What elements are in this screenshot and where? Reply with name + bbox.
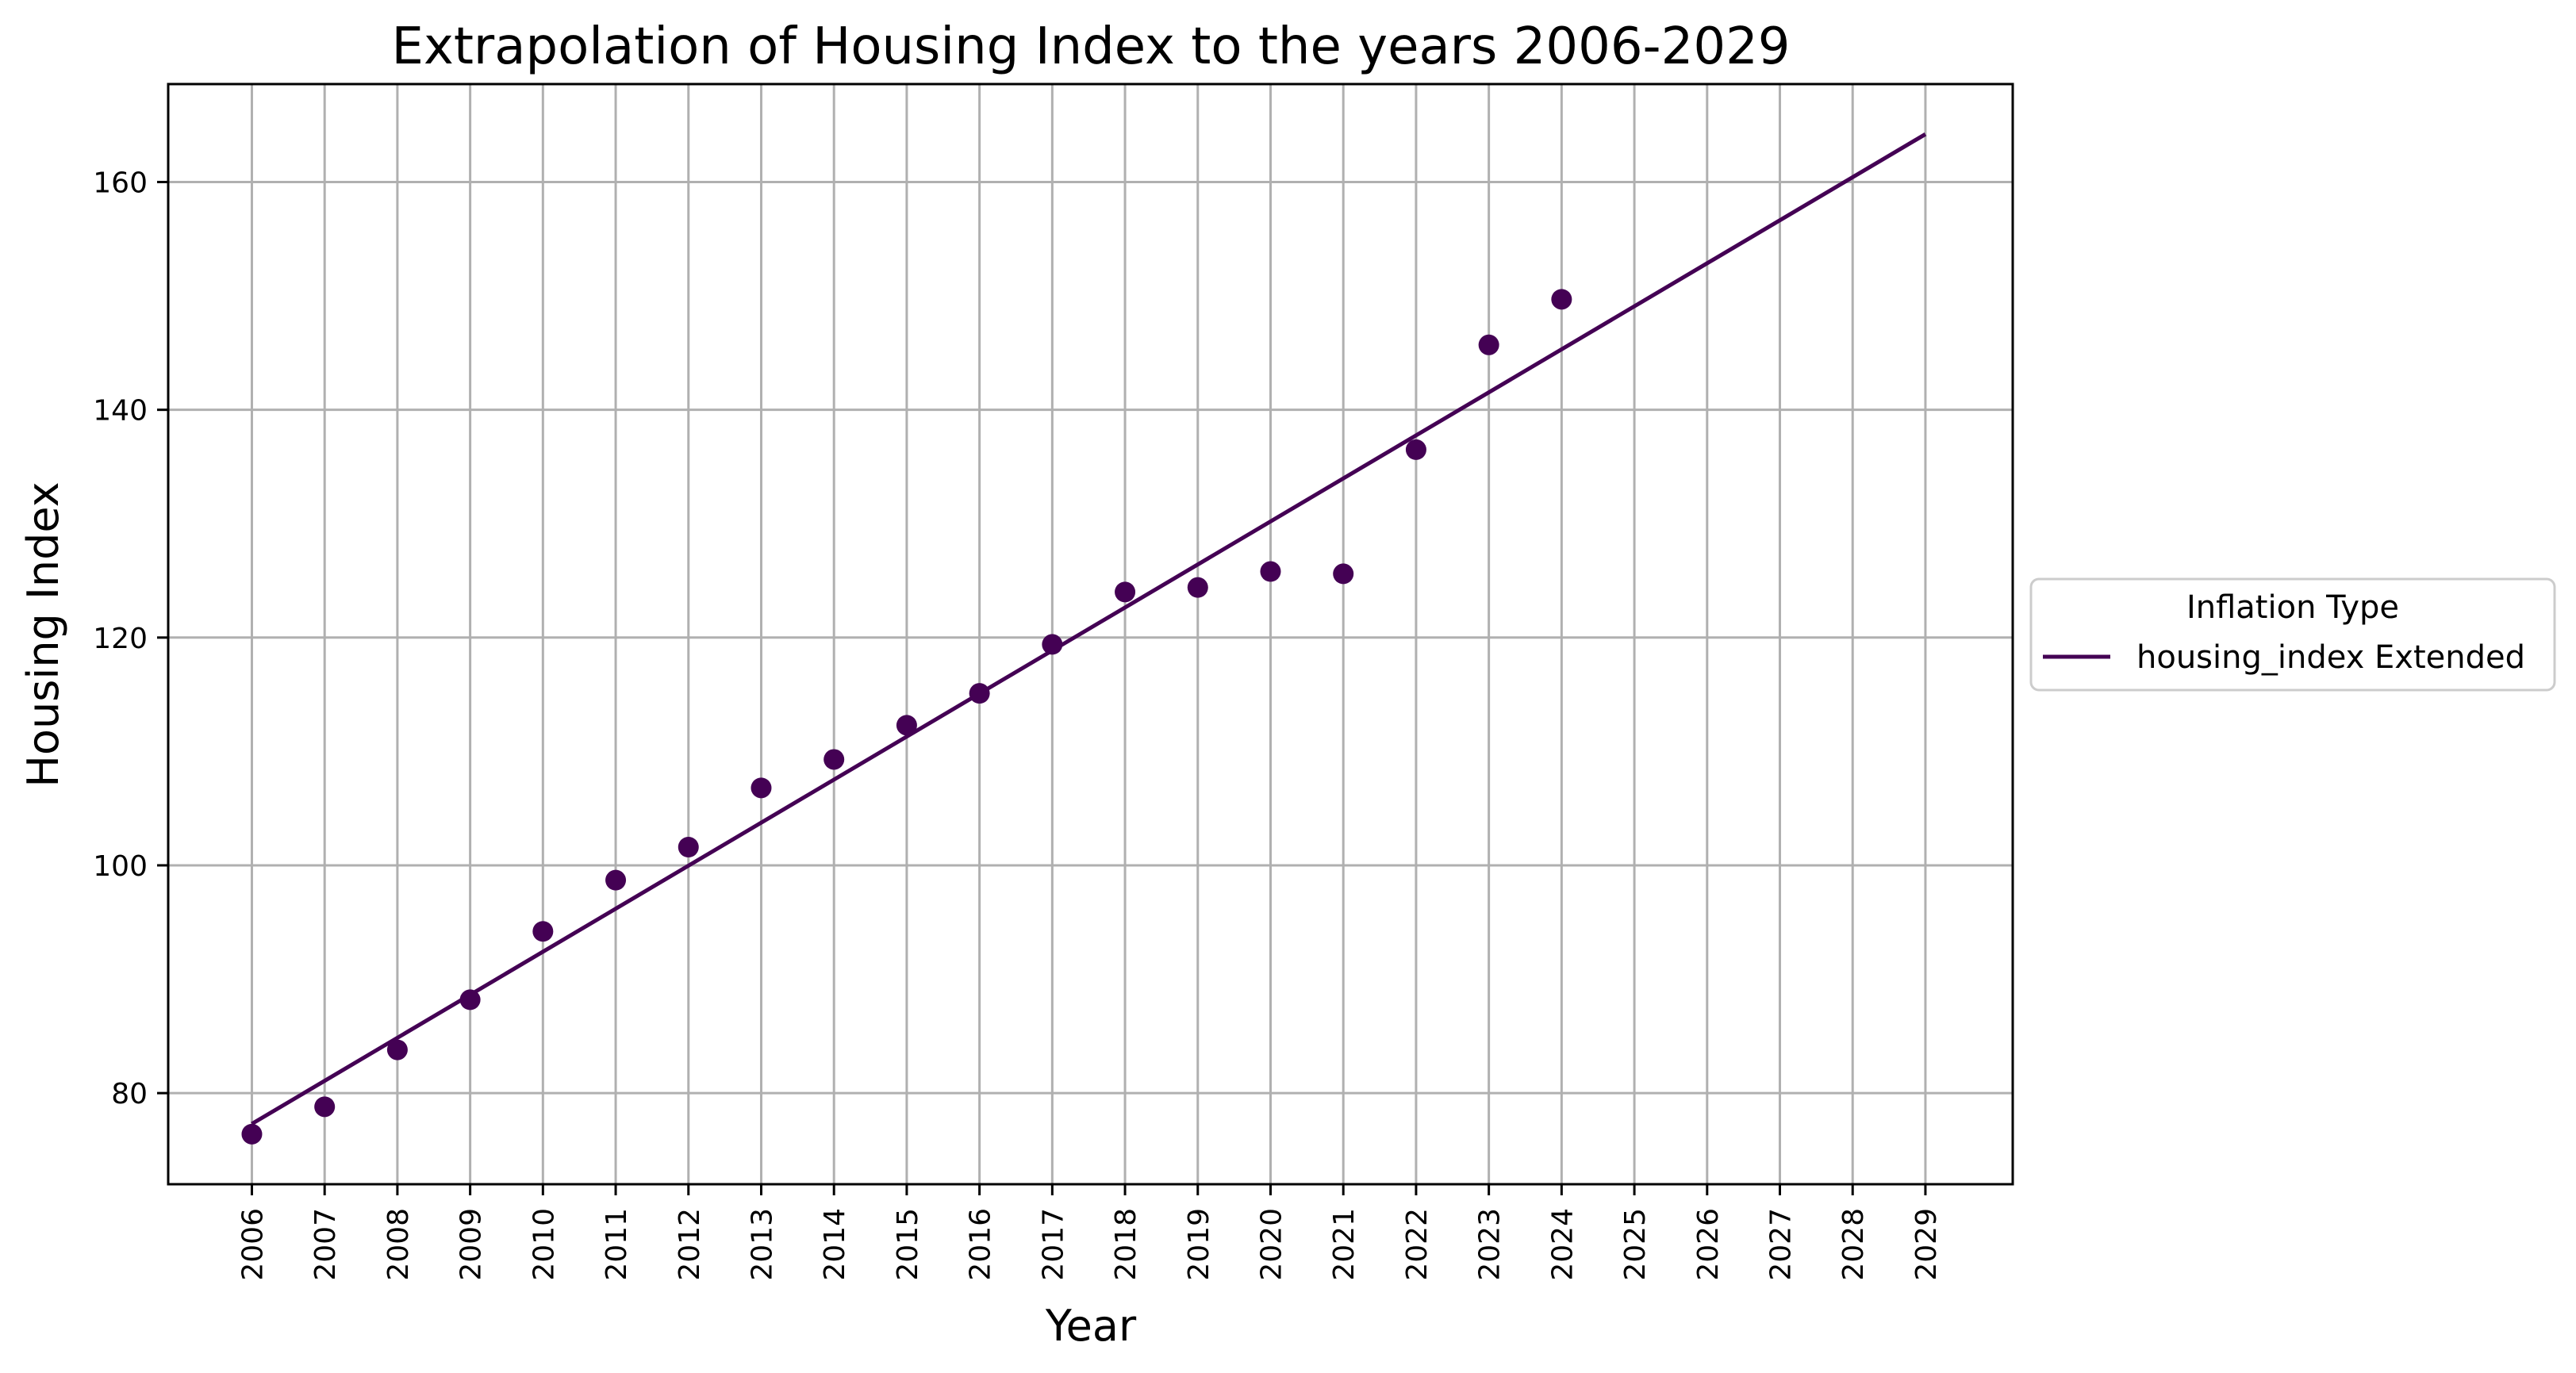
data-point	[1042, 634, 1063, 655]
x-tick-label: 2024	[1546, 1208, 1579, 1281]
x-tick-label: 2025	[1619, 1208, 1652, 1281]
data-point	[896, 715, 917, 736]
data-point	[1405, 439, 1426, 460]
x-tick-label: 2028	[1837, 1208, 1870, 1281]
data-point	[1478, 334, 1499, 355]
data-point	[969, 683, 990, 704]
plot-data	[241, 132, 1927, 1145]
x-tick-label: 2027	[1765, 1208, 1798, 1281]
data-point	[678, 836, 699, 857]
y-tick-label: 140	[93, 395, 148, 428]
data-point	[459, 989, 481, 1011]
x-tick-label: 2026	[1692, 1208, 1725, 1281]
data-point	[241, 1123, 263, 1145]
x-tick-label: 2012	[674, 1208, 706, 1281]
x-axis-label: Year	[1045, 1301, 1137, 1351]
chart-title: Extrapolation of Housing Index to the ye…	[392, 17, 1791, 76]
x-tick-label: 2021	[1328, 1208, 1361, 1281]
y-tick-label: 160	[93, 167, 148, 199]
legend-title: Inflation Type	[2186, 589, 2399, 626]
x-tick-label: 2006	[236, 1208, 269, 1281]
x-tick-label: 2008	[382, 1208, 415, 1281]
x-tick-label: 2020	[1255, 1208, 1288, 1281]
x-tick-label: 2007	[309, 1208, 342, 1281]
data-point	[532, 921, 554, 942]
x-tick-label: 2010	[528, 1208, 560, 1281]
data-point	[605, 869, 627, 891]
legend: Inflation Type housing_index Extended	[2029, 577, 2556, 692]
x-tick-label: 2019	[1183, 1208, 1215, 1281]
x-tick-label: 2009	[455, 1208, 488, 1281]
legend-box	[2029, 577, 2556, 692]
data-point	[823, 749, 845, 770]
x-tick-label: 2011	[601, 1208, 633, 1281]
x-tick-label: 2016	[965, 1208, 997, 1281]
x-tick-label: 2029	[1910, 1208, 1943, 1281]
x-tick-label: 2022	[1401, 1208, 1434, 1281]
x-tick-label: 2014	[819, 1208, 851, 1281]
data-point	[314, 1096, 336, 1118]
data-point	[1260, 561, 1281, 582]
grid	[168, 84, 2013, 1184]
x-tick-label: 2018	[1110, 1208, 1142, 1281]
trend-line	[251, 132, 1927, 1126]
data-point	[751, 777, 772, 799]
legend-label: housing_index Extended	[2136, 639, 2525, 676]
x-tick-label: 2015	[892, 1208, 924, 1281]
x-tick-label: 2023	[1474, 1208, 1507, 1281]
plot-frame	[167, 82, 2014, 1186]
y-tick-label: 100	[93, 850, 148, 883]
data-point	[1333, 563, 1354, 585]
x-tick-label: 2017	[1037, 1208, 1069, 1281]
x-tick-label: 2013	[746, 1208, 778, 1281]
data-point	[1551, 289, 1572, 310]
data-point	[1187, 577, 1208, 598]
data-point	[1115, 581, 1136, 603]
y-axis-label: Housing Index	[18, 481, 68, 787]
axis-ticks: 2006 2007 2008 2009 2010 2011 2012 2013 2014 2015…	[93, 167, 1943, 1280]
y-tick-label: 120	[93, 623, 148, 655]
data-point	[386, 1039, 408, 1060]
y-tick-label: 80	[111, 1078, 148, 1110]
